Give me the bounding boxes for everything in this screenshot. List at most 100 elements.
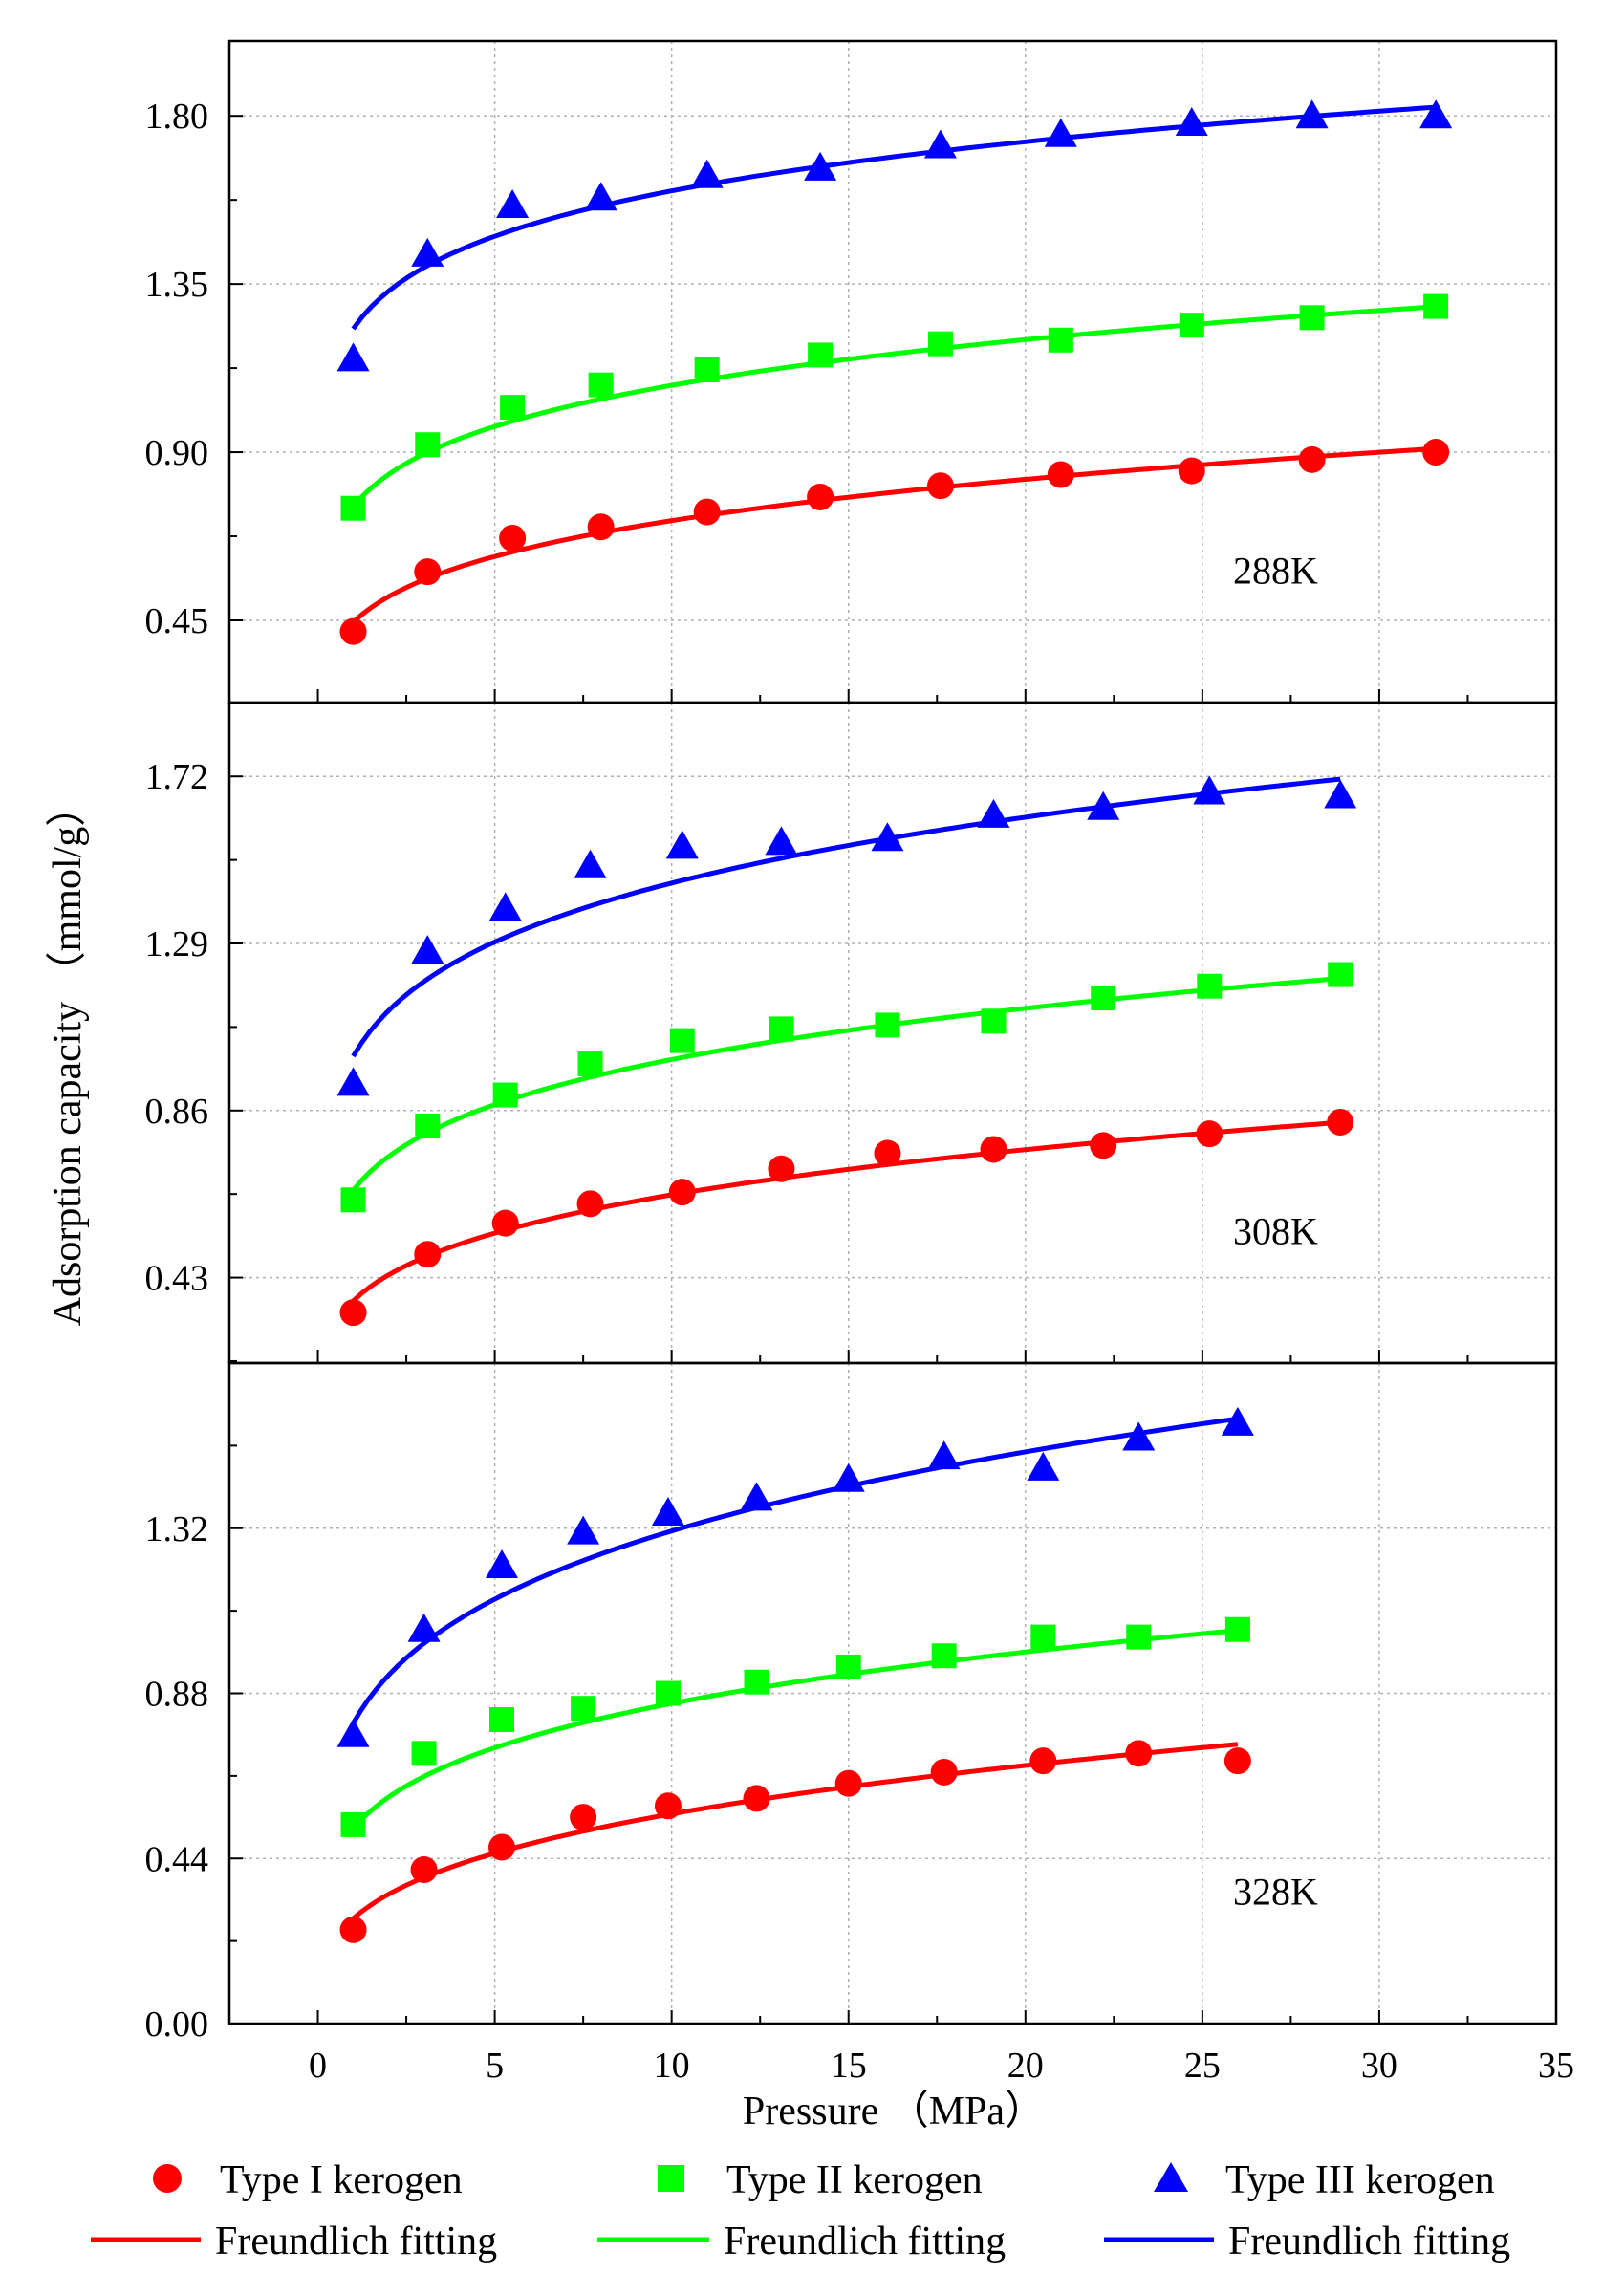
legend-type-ii-fit-label: Freundlich fitting — [724, 2220, 1006, 2264]
panel-308k: 0.43 0.86 1.29 1.72 308K — [145, 701, 1558, 1365]
type-ii-point — [411, 1741, 437, 1766]
type-ii-point — [588, 372, 614, 398]
type-iii-point — [832, 1462, 865, 1492]
type-iii-point — [1122, 1421, 1156, 1451]
type-ii-point — [1091, 985, 1116, 1010]
type-iii-point — [584, 182, 617, 211]
type-ii-point — [1328, 962, 1353, 987]
type-iii-point — [1087, 791, 1120, 820]
x-tick-label: 5 — [486, 2046, 504, 2086]
type-ii-point — [1179, 313, 1204, 338]
type-iii-point — [1193, 775, 1226, 805]
type-i-point — [1196, 1120, 1223, 1148]
type-i-point — [570, 1804, 597, 1831]
y-tick-label: 0.00 — [145, 2004, 209, 2045]
type-i-point — [414, 1241, 442, 1268]
temperature-label: 288K — [1233, 549, 1318, 592]
type-ii-point — [489, 1706, 515, 1732]
y-tick-label: 0.43 — [145, 1259, 209, 1299]
type-iii-point — [411, 237, 444, 267]
type-iii-point — [336, 1067, 370, 1096]
type-i-point — [576, 1190, 604, 1218]
y-tick-label: 0.90 — [145, 433, 209, 473]
type-ii-point — [769, 1016, 794, 1042]
type-i-fit-curve — [351, 1742, 1239, 1921]
type-ii-point — [415, 1114, 441, 1139]
y-tick-label: 1.32 — [145, 1509, 209, 1549]
type-ii-point — [1299, 305, 1325, 331]
type-i-point — [488, 1833, 516, 1861]
type-ii-point — [875, 1012, 900, 1038]
x-axis-title: Pressure （MPa） — [743, 2090, 1045, 2134]
type-ii-point — [655, 1680, 681, 1706]
legend-type-i-marker — [153, 2164, 182, 2193]
type-iii-point — [407, 1613, 441, 1642]
type-i-point — [1047, 461, 1074, 488]
type-ii-point — [340, 495, 366, 521]
type-i-point — [834, 1769, 862, 1797]
type-iii-point — [336, 342, 370, 372]
legend-type-iii-fit-label: Freundlich fitting — [1228, 2220, 1510, 2264]
type-iii-point — [486, 1549, 519, 1579]
x-tick-label: 20 — [1007, 2046, 1044, 2086]
type-i-point — [491, 1209, 519, 1237]
x-tick-label: 35 — [1538, 2046, 1574, 2086]
type-ii-point — [1048, 327, 1073, 353]
type-ii-point — [500, 395, 526, 421]
temperature-label: 308K — [1233, 1210, 1318, 1253]
type-ii-point — [1423, 293, 1449, 319]
legend-type-iii-label: Type III kerogen — [1225, 2158, 1495, 2202]
type-i-point — [654, 1792, 682, 1820]
type-i-point — [1298, 445, 1326, 473]
type-i-point — [339, 1916, 367, 1943]
type-i-point — [980, 1136, 1007, 1163]
type-ii-point — [571, 1696, 596, 1722]
type-ii-point — [694, 357, 720, 383]
type-iii-point — [1419, 99, 1453, 129]
type-i-point — [768, 1155, 795, 1182]
x-tick-label: 30 — [1361, 2046, 1397, 2086]
x-tick-label: 15 — [831, 2046, 867, 2086]
panel-288k: 0.45 0.90 1.35 1.80 288K — [145, 39, 1558, 704]
y-tick-label: 0.45 — [145, 601, 209, 641]
type-i-fit-curve — [351, 445, 1437, 624]
type-iii-point — [927, 1440, 961, 1470]
type-iii-point — [1175, 107, 1208, 137]
type-ii-fit-curve — [351, 304, 1437, 509]
legend-type-i-fit-label: Freundlich fitting — [215, 2220, 497, 2264]
type-iii-point — [411, 935, 444, 964]
type-iii-point — [1324, 779, 1357, 809]
x-tick-label: 10 — [654, 2046, 690, 2086]
type-i-point — [587, 513, 615, 541]
x-tick-label: 25 — [1184, 2046, 1221, 2086]
y-tick-label: 1.29 — [145, 924, 209, 964]
type-iii-point — [336, 1718, 370, 1747]
type-ii-point — [669, 1028, 695, 1053]
legend-type-iii-marker — [1154, 2162, 1188, 2192]
type-iii-point — [871, 822, 904, 852]
type-i-point — [693, 498, 721, 526]
type-iii-point — [977, 798, 1010, 828]
type-iii-point — [651, 1497, 684, 1527]
type-ii-point — [1197, 973, 1223, 999]
type-ii-point — [927, 331, 953, 357]
y-tick-label: 0.86 — [145, 1092, 209, 1132]
type-iii-point — [804, 151, 837, 181]
type-i-point — [1029, 1747, 1057, 1775]
type-iii-point — [1221, 1406, 1254, 1436]
type-iii-point — [1295, 99, 1329, 129]
type-iii-point — [740, 1482, 773, 1511]
type-iii-point — [567, 1515, 600, 1545]
type-ii-point — [835, 1655, 861, 1680]
type-i-point — [1327, 1108, 1354, 1136]
type-ii-point — [340, 1187, 366, 1213]
type-i-point — [668, 1179, 696, 1206]
type-ii-point — [415, 432, 441, 458]
type-iii-point — [665, 830, 699, 859]
type-iii-fit-curve — [351, 104, 1437, 331]
type-i-point — [1125, 1740, 1153, 1767]
type-iii-point — [1044, 118, 1077, 147]
type-i-point — [1223, 1747, 1251, 1775]
type-i-point — [1422, 439, 1450, 466]
